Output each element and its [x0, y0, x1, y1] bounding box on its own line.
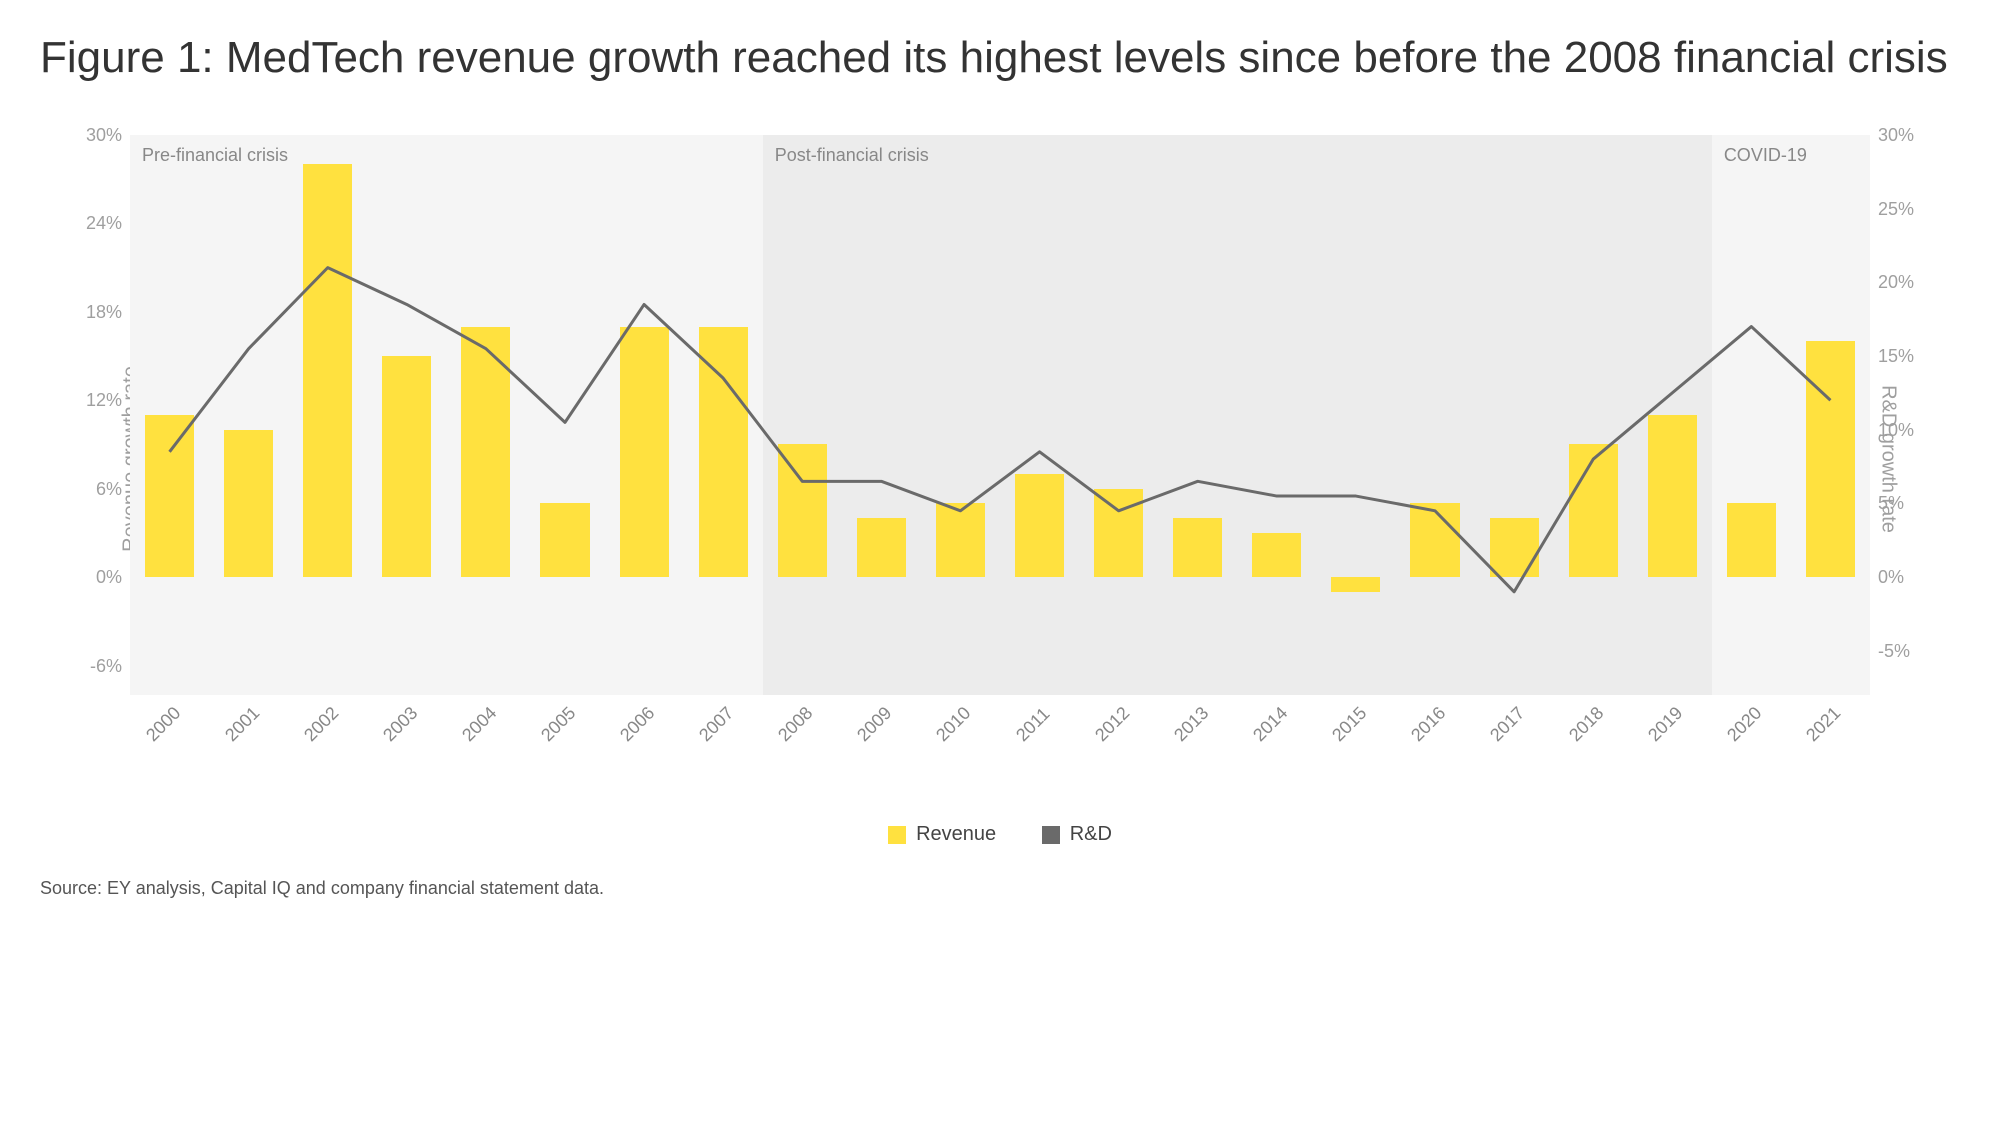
- x-tick-label: 2013: [1170, 703, 1213, 746]
- x-tick-label: 2000: [142, 703, 185, 746]
- legend-item-rd: R&D: [1042, 823, 1112, 846]
- y-tick-right: -5%: [1878, 641, 1928, 662]
- rd-line: [170, 268, 1831, 592]
- rd-line-svg: [130, 135, 1870, 695]
- legend-swatch-revenue: [888, 826, 906, 844]
- x-tick-label: 2006: [616, 703, 659, 746]
- x-tick-label: 2003: [379, 703, 422, 746]
- y-tick-left: 0%: [72, 567, 122, 588]
- x-tick-label: 2016: [1407, 703, 1450, 746]
- x-tick-label: 2020: [1723, 703, 1766, 746]
- x-tick-label: 2008: [774, 703, 817, 746]
- x-tick-label: 2010: [932, 703, 975, 746]
- y-tick-right: 30%: [1878, 125, 1928, 146]
- y-tick-left: 30%: [72, 125, 122, 146]
- y-tick-right: 15%: [1878, 346, 1928, 367]
- y-tick-right: 5%: [1878, 493, 1928, 514]
- source-note: Source: EY analysis, Capital IQ and comp…: [40, 878, 1960, 899]
- x-axis-labels: 2000 2001 2002 2003 2004 2005 2006 2007 2008 2009…: [130, 703, 1870, 783]
- x-tick-label: 2009: [853, 703, 896, 746]
- figure-container: Figure 1: MedTech revenue growth reached…: [40, 30, 1960, 899]
- x-tick-label: 2005: [537, 703, 580, 746]
- x-tick-label: 2014: [1249, 703, 1292, 746]
- x-tick-label: 2002: [300, 703, 343, 746]
- legend: Revenue R&D: [40, 823, 1960, 850]
- y-tick-left: 24%: [72, 213, 122, 234]
- y-tick-right: 20%: [1878, 272, 1928, 293]
- figure-title: Figure 1: MedTech revenue growth reached…: [40, 30, 1960, 85]
- y-tick-right: 25%: [1878, 199, 1928, 220]
- legend-item-revenue: Revenue: [888, 823, 996, 846]
- y-tick-left: -6%: [72, 656, 122, 677]
- chart-area: Revenue growth rate R&D growth rate Pre-…: [130, 135, 1870, 783]
- y-tick-left: 6%: [72, 479, 122, 500]
- x-tick-label: 2011: [1012, 704, 1054, 746]
- y-tick-left: 18%: [72, 302, 122, 323]
- x-tick-label: 2018: [1565, 703, 1608, 746]
- x-tick-label: 2019: [1644, 703, 1687, 746]
- y-tick-right: 10%: [1878, 420, 1928, 441]
- x-tick-label: 2017: [1486, 703, 1529, 746]
- plot-region: Pre-financial crisisPost-financial crisi…: [130, 135, 1870, 695]
- x-tick-label: 2021: [1802, 703, 1845, 746]
- y-tick-right: 0%: [1878, 567, 1928, 588]
- x-tick-label: 2004: [458, 703, 501, 746]
- x-tick-label: 2015: [1328, 703, 1371, 746]
- x-tick-label: 2012: [1091, 703, 1134, 746]
- legend-label-rd: R&D: [1070, 823, 1112, 846]
- y-tick-left: 12%: [72, 390, 122, 411]
- x-tick-label: 2001: [221, 703, 264, 746]
- x-tick-label: 2007: [695, 703, 738, 746]
- legend-swatch-rd: [1042, 826, 1060, 844]
- legend-label-revenue: Revenue: [916, 823, 996, 846]
